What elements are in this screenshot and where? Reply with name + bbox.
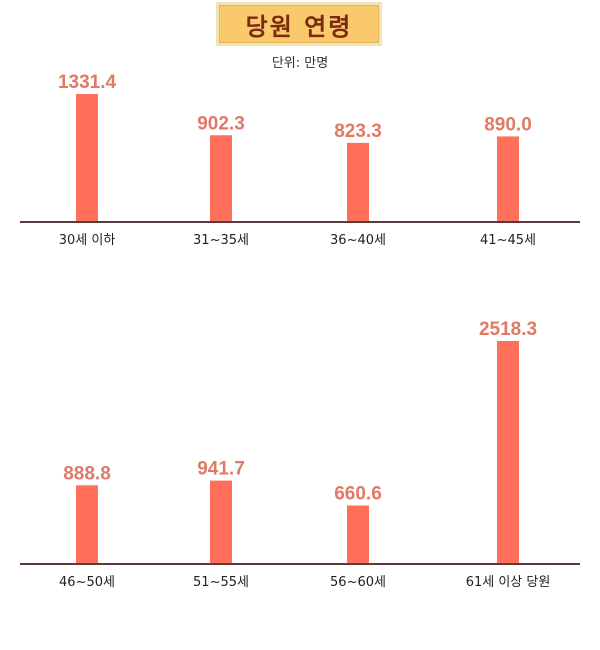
chart-unit-subtitle: 단위: 만명 (271, 56, 329, 71)
category-label-2-3: 56~60세 (330, 575, 386, 590)
value-label-2-4: 2518.3 (479, 319, 537, 340)
category-label-2-2: 51~55세 (193, 575, 249, 590)
bar-2-4 (497, 341, 519, 564)
value-label-2-1: 888.8 (63, 463, 111, 484)
category-label-2-1: 46~50세 (59, 575, 115, 590)
bar-1-1 (76, 94, 98, 222)
category-label-1-2: 31~35세 (193, 233, 249, 248)
category-label-1-4: 41~45세 (480, 233, 536, 248)
category-label-1-3: 36~40세 (330, 233, 386, 248)
category-label-1-1: 30세 이하 (59, 233, 116, 248)
value-label-2-3: 660.6 (334, 484, 382, 505)
bar-1-3 (347, 142, 369, 222)
bar-2-2 (210, 480, 232, 564)
bar-2-1 (76, 485, 98, 564)
bar-2-3 (347, 505, 369, 564)
bar-1-4 (497, 136, 519, 222)
value-label-2-2: 941.7 (197, 459, 245, 480)
value-label-1-1: 1331.4 (58, 72, 117, 93)
value-label-1-2: 902.3 (197, 113, 245, 134)
value-label-1-3: 823.3 (334, 121, 382, 142)
chart-title-box: 당원 연령 (216, 2, 382, 46)
category-label-2-4: 61세 이상 당원 (466, 575, 551, 590)
bar-1-2 (210, 135, 232, 222)
value-label-1-4: 890.0 (484, 114, 532, 135)
chart-title: 당원 연령 (245, 12, 353, 41)
